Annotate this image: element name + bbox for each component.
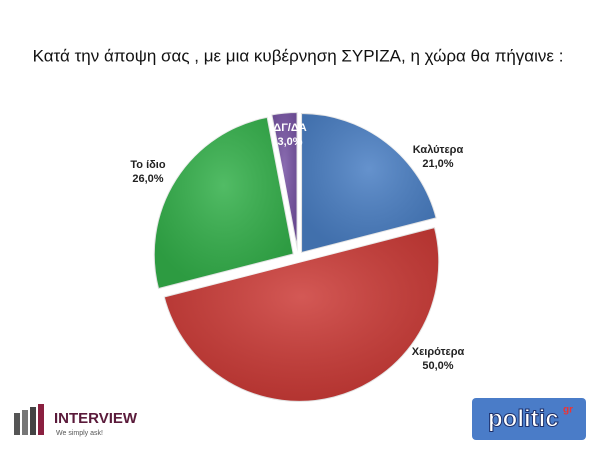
value-label: 3,0%	[277, 136, 302, 148]
value-label: 26,0%	[132, 173, 163, 185]
pie-slice	[152, 115, 295, 291]
slice-label: Καλύτερα	[413, 144, 464, 156]
logo-slogan: We simply ask!	[56, 430, 103, 437]
politic-logo: politic gr	[472, 398, 586, 440]
value-label: 21,0%	[422, 158, 453, 170]
interview-logo: INTERVIEW We simply ask!	[14, 404, 138, 437]
slice-label: Το ίδιο	[130, 159, 165, 171]
pie	[152, 111, 441, 403]
logo-name: politic	[488, 405, 559, 432]
slice-label: ΔΓ/ΔΑ	[273, 122, 306, 134]
logo-suffix: gr	[563, 405, 573, 416]
value-label: 50,0%	[422, 360, 453, 372]
slice-label: Χειρότερα	[412, 346, 465, 358]
logo-name: INTERVIEW	[54, 410, 138, 427]
chart-title: Κατά την άποψη σας , με μια κυβέρνηση ΣΥ…	[33, 46, 564, 65]
